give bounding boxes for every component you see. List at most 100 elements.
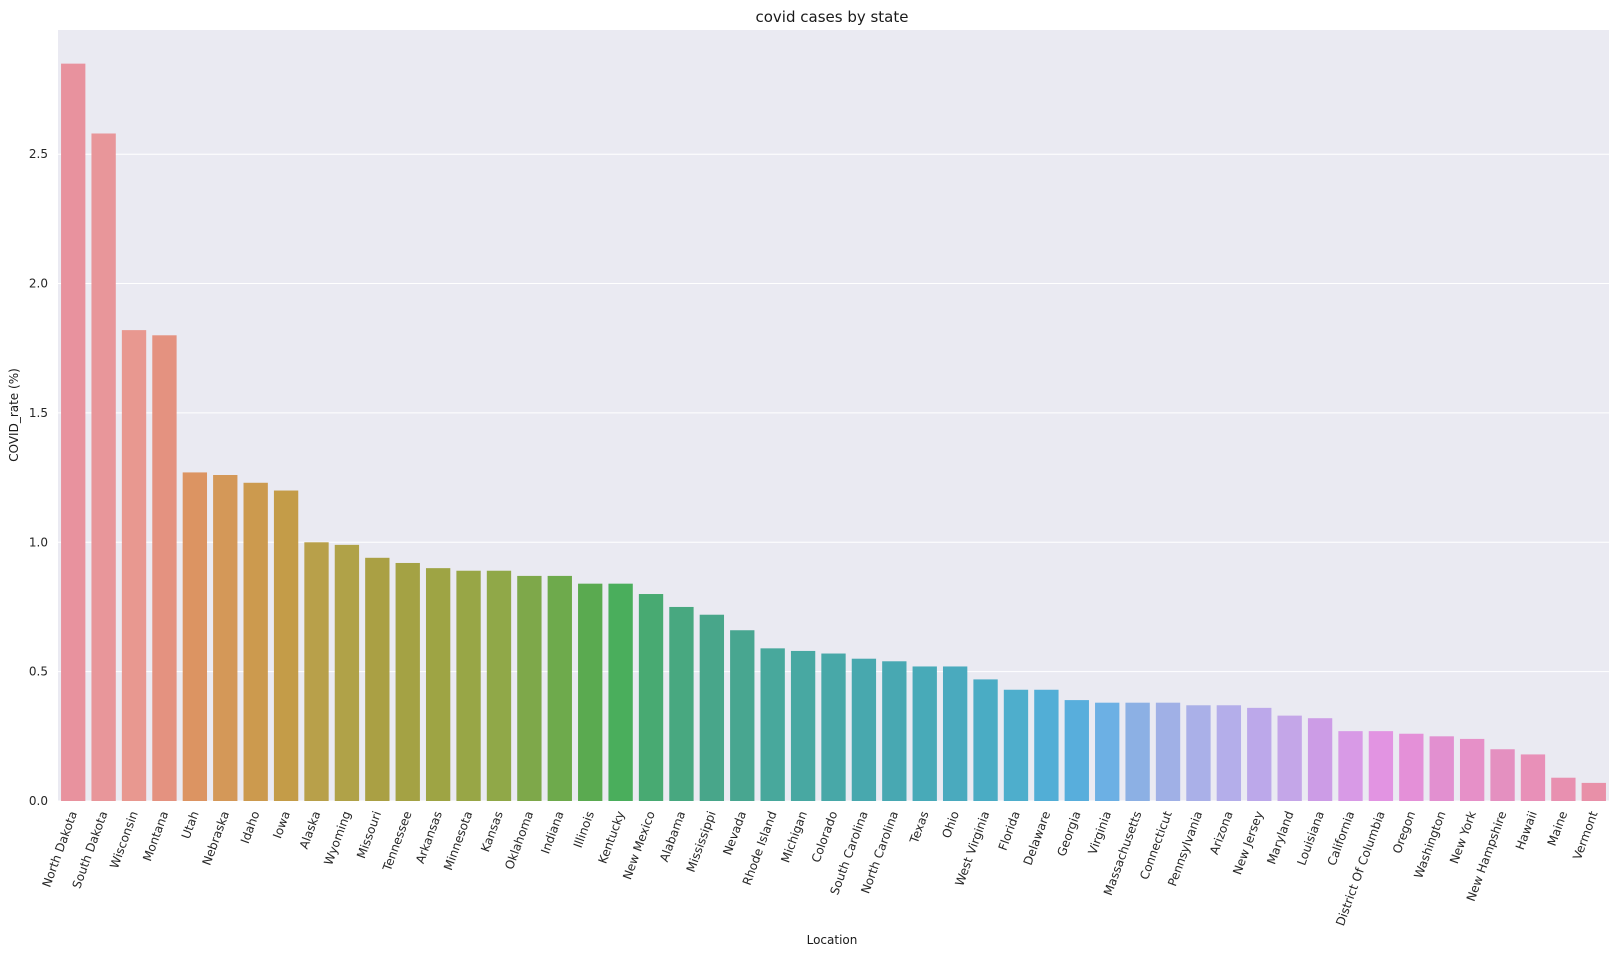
x-tick-label: Tennessee: [380, 809, 415, 874]
x-tick-label: Nevada: [720, 809, 749, 857]
x-tick-label: Minnesota: [441, 809, 475, 872]
x-tick-label: New Mexico: [620, 809, 658, 881]
x-tick-label: Washington: [1411, 809, 1448, 880]
y-tick-label: 2.5: [29, 147, 48, 161]
bar: [1064, 700, 1089, 801]
bar: [334, 544, 360, 801]
bar: [486, 570, 512, 801]
x-tick-label: Delaware: [1021, 809, 1053, 867]
bar: [1095, 702, 1120, 801]
x-tick-label: Maryland: [1264, 809, 1296, 866]
x-axis-label: Location: [807, 933, 858, 947]
bar: [273, 490, 299, 801]
x-tick-label: Alaska: [297, 809, 324, 851]
bar: [638, 594, 664, 801]
x-tick-label: Ohio: [939, 809, 962, 840]
bar: [790, 650, 816, 801]
bar: [578, 583, 603, 801]
y-tick-label: 0.5: [29, 665, 48, 679]
y-tick-label: 1.0: [29, 535, 48, 549]
bar: [608, 583, 633, 801]
x-tick-label: Georgia: [1054, 809, 1083, 858]
bar: [517, 575, 542, 801]
y-tick-label: 2.0: [29, 277, 48, 291]
bar: [669, 606, 694, 801]
bar: [1520, 754, 1546, 801]
bar: [1307, 718, 1333, 801]
bar: [1338, 731, 1363, 801]
bar: [1368, 731, 1394, 801]
bar: [152, 335, 177, 801]
bar: [1003, 689, 1029, 801]
bar: [182, 472, 208, 801]
bar: [456, 570, 481, 801]
x-tick-label: Kentucky: [596, 809, 628, 865]
bar: [365, 557, 390, 801]
bar: [912, 666, 937, 801]
x-tick-label: Louisiana: [1294, 809, 1327, 867]
bar: [730, 630, 755, 801]
x-tick-label: Alabama: [657, 809, 688, 864]
bar: [942, 666, 968, 801]
x-tick-label: Michigan: [778, 809, 810, 864]
bar: [1155, 702, 1181, 801]
x-tick-label: California: [1325, 809, 1358, 867]
bars: [61, 63, 1606, 802]
bar: [1551, 777, 1576, 801]
bar: [1399, 733, 1424, 801]
bar: [1125, 702, 1150, 801]
x-tick-label: Arkansas: [413, 809, 445, 865]
x-tick-label: New Jersey: [1230, 809, 1266, 876]
bar: [395, 562, 420, 801]
x-tick-label: Idaho: [238, 809, 263, 845]
x-tick-label: New York: [1447, 809, 1479, 865]
bar: [760, 648, 785, 801]
x-tick-label: Colorado: [809, 809, 841, 864]
bar: [304, 542, 329, 801]
bar: [425, 568, 451, 801]
x-tick-label: Mississippi: [684, 809, 719, 874]
bar: [1429, 736, 1454, 801]
x-tick-label: Indiana: [538, 809, 566, 856]
x-tick-label: Wisconsin: [107, 809, 141, 870]
x-tick-label: Utah: [179, 809, 202, 841]
bar: [1186, 705, 1211, 801]
x-tick-label: Montana: [140, 809, 171, 863]
bar: [973, 679, 998, 801]
bar: [1490, 749, 1515, 801]
bar: [1581, 782, 1606, 801]
bar: [1277, 715, 1302, 801]
x-tick-label: Texas: [907, 809, 932, 846]
y-tick-labels: 0.0 0.5 1.0 1.5 2.0 2.5: [29, 147, 48, 808]
x-tick-label: Florida: [996, 809, 1023, 852]
x-tick-label: Wyoming: [321, 809, 353, 867]
y-tick-label: 0.0: [29, 794, 48, 808]
bar: [61, 63, 86, 802]
bar: [882, 661, 907, 801]
x-tick-label: Arizona: [1207, 809, 1236, 856]
bar: [1216, 705, 1242, 801]
x-tick-label: Nebraska: [200, 809, 233, 867]
bar: [1034, 689, 1059, 801]
x-tick-label: Iowa: [270, 809, 293, 840]
bar: [821, 653, 846, 801]
x-tick-label: Oregon: [1390, 809, 1418, 855]
y-tick-label: 1.5: [29, 406, 48, 420]
bar: [1459, 738, 1485, 801]
x-tick-label: Kansas: [478, 809, 506, 854]
x-tick-label: Virginia: [1085, 809, 1114, 856]
x-tick-label: Missouri: [354, 809, 384, 860]
bar: [213, 475, 238, 801]
bar: [851, 658, 877, 801]
bar: [243, 482, 268, 801]
x-tick-label: Vermont: [1570, 809, 1601, 862]
bar: [91, 133, 116, 801]
x-tick-label: Hawaii: [1513, 809, 1540, 852]
y-axis-label: COVID_rate (%): [7, 368, 21, 462]
x-tick-label: Maine: [1545, 809, 1570, 848]
bar: [1247, 707, 1272, 801]
x-tick-label: Oklahoma: [502, 809, 536, 871]
bar: [699, 614, 725, 801]
